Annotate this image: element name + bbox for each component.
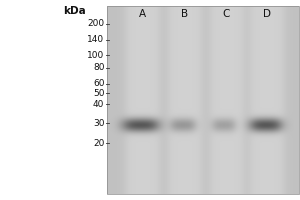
Text: A: A <box>139 9 146 19</box>
Text: 20: 20 <box>93 138 104 148</box>
Bar <box>106 6 298 194</box>
Text: kDa: kDa <box>63 6 85 16</box>
Text: B: B <box>181 9 188 19</box>
Text: 100: 100 <box>87 50 104 60</box>
Text: 80: 80 <box>93 64 104 72</box>
Text: 60: 60 <box>93 79 104 88</box>
Text: 50: 50 <box>93 88 104 98</box>
Text: 40: 40 <box>93 100 104 109</box>
Text: D: D <box>263 9 271 19</box>
Text: C: C <box>223 9 230 19</box>
Text: 200: 200 <box>87 20 104 28</box>
Text: 140: 140 <box>87 36 104 45</box>
Text: 30: 30 <box>93 118 104 128</box>
